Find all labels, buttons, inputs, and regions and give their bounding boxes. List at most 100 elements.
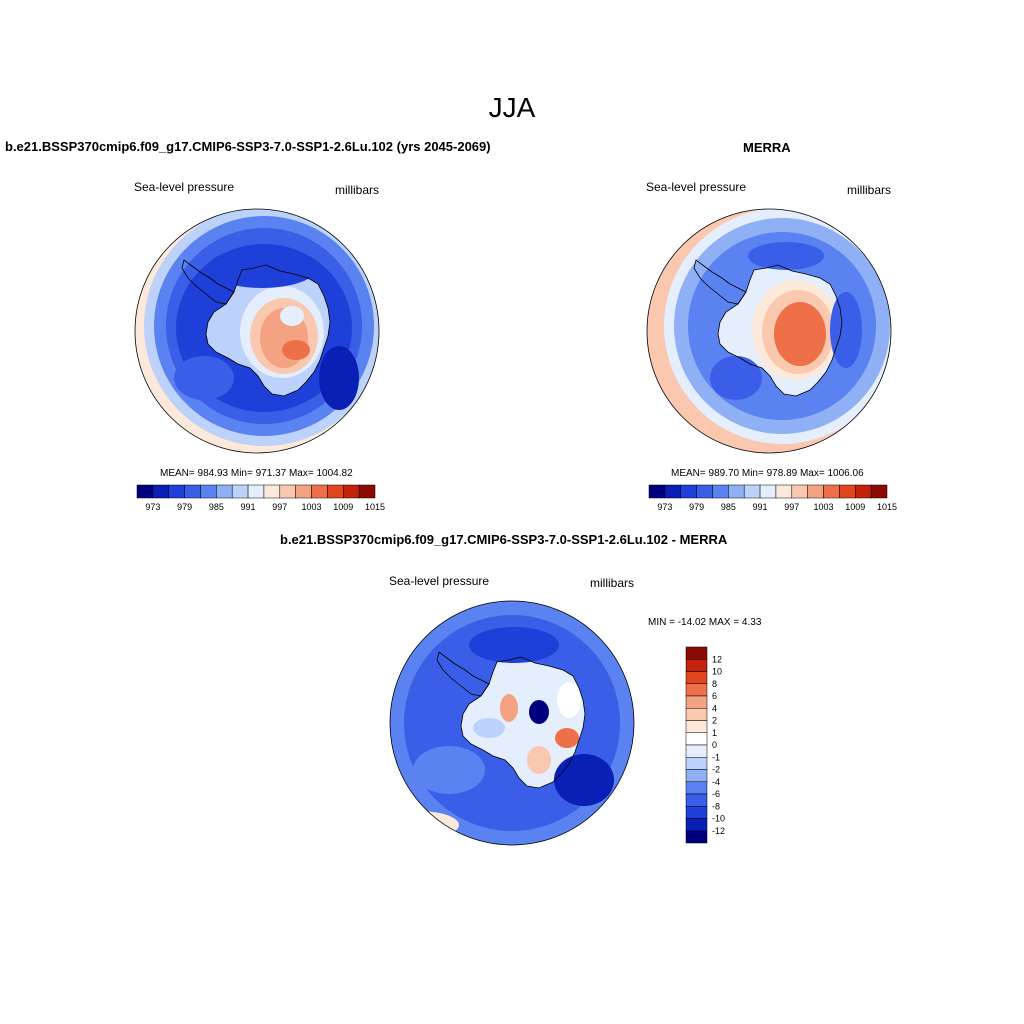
diff-contour-region xyxy=(557,682,581,718)
obs-colorbar: 973 979 985 991 997 1003 1009 1015 xyxy=(648,484,897,512)
model-contour-region xyxy=(282,340,310,360)
model-left-label: Sea-level pressure xyxy=(134,180,235,194)
model-coastline xyxy=(181,259,235,305)
diff-colorbar-tick-label: 1 xyxy=(712,728,717,738)
model-colorbar-box xyxy=(311,484,328,499)
diff-left-label: Sea-level pressure xyxy=(389,574,490,588)
diff-contour-region xyxy=(529,700,549,724)
diff-colorbar-box xyxy=(685,744,708,758)
diff-colorbar-tick-label: -12 xyxy=(712,826,725,836)
diff-colorbar-box xyxy=(685,659,708,672)
diff-map xyxy=(389,600,635,846)
obs-panel-title: MERRA xyxy=(743,140,791,155)
model-contour-region xyxy=(280,306,304,326)
diff-colorbar-box xyxy=(685,695,708,709)
obs-colorbar-box xyxy=(870,484,888,499)
diff-contour-region xyxy=(469,627,559,663)
obs-colorbar-tick-label: 985 xyxy=(721,502,736,512)
obs-colorbar-box xyxy=(855,484,872,499)
model-colorbar-box xyxy=(295,484,312,499)
diff-colorbar-box xyxy=(685,830,708,844)
obs-contour-fill xyxy=(647,209,891,453)
diff-contour-region xyxy=(527,746,551,774)
model-coastline xyxy=(205,264,331,397)
obs-colorbar-box xyxy=(743,484,761,499)
diff-coastline xyxy=(460,656,586,789)
obs-colorbar-tick-label: 1009 xyxy=(845,502,865,512)
diff-colorbar-tick-label: -10 xyxy=(712,814,725,824)
diff-colorbar-tick-label: 4 xyxy=(712,703,717,713)
diff-colorbar-tick-label: 12 xyxy=(712,654,722,664)
model-colorbar-box xyxy=(136,484,154,499)
obs-coastline xyxy=(717,264,843,397)
model-colorbar-box xyxy=(200,484,217,499)
diff-colorbar-box xyxy=(685,683,708,697)
model-colorbar-box xyxy=(184,484,201,499)
obs-colorbar-box xyxy=(680,484,697,499)
obs-contour-region xyxy=(774,302,826,366)
obs-contour-region xyxy=(748,242,824,270)
obs-colorbar-box xyxy=(807,484,824,499)
obs-colorbar-box xyxy=(728,484,745,499)
diff-colorbar-box xyxy=(685,781,708,795)
obs-colorbar-box xyxy=(775,484,793,499)
obs-colorbar-box xyxy=(664,484,681,499)
model-colorbar-box xyxy=(152,484,169,499)
diff-colorbar-box xyxy=(685,646,708,660)
obs-colorbar-box xyxy=(648,484,666,499)
diff-colorbar-box xyxy=(685,818,708,831)
main-title: JJA xyxy=(488,92,536,123)
model-colorbar-tick-label: 985 xyxy=(209,502,224,512)
obs-colorbar-tick-label: 997 xyxy=(784,502,799,512)
diff-colorbar-box xyxy=(685,720,708,733)
obs-colorbar-box xyxy=(791,484,808,499)
obs-colorbar-tick-label: 1015 xyxy=(877,502,897,512)
model-colorbar-box xyxy=(168,484,185,499)
diff-colorbar-box xyxy=(685,769,708,782)
diff-colorbar-tick-label: -2 xyxy=(712,765,720,775)
obs-colorbar-box xyxy=(696,484,713,499)
model-colorbar-tick-label: 991 xyxy=(241,502,256,512)
obs-colorbar-box xyxy=(823,484,840,499)
diff-contour-region xyxy=(473,718,505,738)
diff-colorbar-box xyxy=(685,757,708,770)
model-colorbar-tick-label: 979 xyxy=(177,502,192,512)
model-colorbar-tick-label: 1003 xyxy=(302,502,322,512)
diff-map-boundary xyxy=(389,600,635,846)
model-contour-region xyxy=(319,346,359,410)
diff-colorbar-box xyxy=(685,806,708,819)
obs-coastline xyxy=(693,259,747,305)
diff-colorbar-tick-label: 8 xyxy=(712,679,717,689)
model-colorbar-box xyxy=(358,484,376,499)
model-colorbar-box xyxy=(231,484,249,499)
diff-coastline xyxy=(436,651,490,697)
diff-colorbar-tick-label: -1 xyxy=(712,752,720,762)
diff-colorbar-box xyxy=(685,732,708,746)
model-colorbar-box xyxy=(327,484,344,499)
diff-contour-region xyxy=(555,728,579,748)
diff-contour-region xyxy=(390,811,459,839)
obs-contour-region xyxy=(830,292,862,368)
obs-stats: MEAN= 989.70 Min= 978.89 Max= 1006.06 xyxy=(671,468,864,479)
model-colorbar-box xyxy=(247,484,265,499)
model-map-boundary xyxy=(134,208,380,454)
obs-right-label: millibars xyxy=(847,183,892,197)
model-stats: MEAN= 984.93 Min= 971.37 Max= 1004.82 xyxy=(160,468,353,479)
model-right-label: millibars xyxy=(335,183,380,197)
diff-colorbar-box xyxy=(685,671,708,684)
obs-colorbar-tick-label: 991 xyxy=(753,502,768,512)
diff-contour-region xyxy=(554,754,614,806)
diff-right-label: millibars xyxy=(590,576,635,590)
diff-panel-title: b.e21.BSSP370cmip6.f09_g17.CMIP6-SSP3-7.… xyxy=(280,532,728,547)
model-contour-region xyxy=(174,356,234,400)
model-colorbar-box xyxy=(279,484,296,499)
diff-colorbar-tick-label: -6 xyxy=(712,789,720,799)
diff-contour-region xyxy=(413,746,485,794)
diff-colorbar-box xyxy=(685,793,708,807)
obs-colorbar-box xyxy=(712,484,729,499)
model-contour-fill xyxy=(135,209,379,453)
model-colorbar-tick-label: 1015 xyxy=(365,502,385,512)
obs-map xyxy=(646,208,892,454)
model-colorbar-box xyxy=(343,484,360,499)
